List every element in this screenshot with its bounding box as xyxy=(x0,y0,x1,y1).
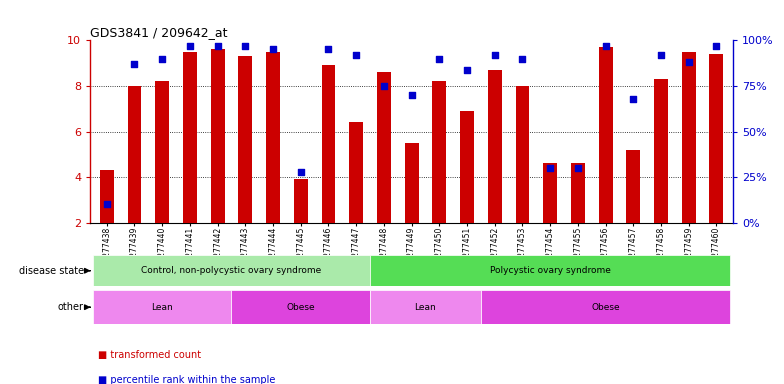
Point xyxy=(378,83,390,89)
Bar xyxy=(266,52,280,223)
Point xyxy=(627,96,640,102)
Point xyxy=(156,56,169,62)
Bar xyxy=(211,50,224,223)
Bar xyxy=(93,290,231,324)
Text: Obese: Obese xyxy=(591,303,620,312)
Bar xyxy=(710,54,724,223)
Text: other: other xyxy=(58,302,84,312)
Text: Polycystic ovary syndrome: Polycystic ovary syndrome xyxy=(490,266,611,275)
Text: ■ percentile rank within the sample: ■ percentile rank within the sample xyxy=(98,375,275,384)
Point xyxy=(516,56,528,62)
Bar xyxy=(93,255,370,286)
Point xyxy=(710,43,723,49)
Bar xyxy=(155,81,169,223)
Point xyxy=(655,52,667,58)
Point xyxy=(350,52,362,58)
Bar xyxy=(460,111,474,223)
Bar xyxy=(231,290,370,324)
Bar xyxy=(128,86,141,223)
Text: disease state: disease state xyxy=(19,266,84,276)
Point xyxy=(405,92,418,98)
Bar xyxy=(370,255,730,286)
Text: Lean: Lean xyxy=(151,303,173,312)
Bar xyxy=(654,79,668,223)
Point xyxy=(267,46,279,53)
Point xyxy=(100,201,113,207)
Text: Obese: Obese xyxy=(286,303,315,312)
Point xyxy=(544,165,557,171)
Bar xyxy=(321,65,336,223)
Bar xyxy=(100,170,114,223)
Text: Control, non-polycystic ovary syndrome: Control, non-polycystic ovary syndrome xyxy=(141,266,321,275)
Point xyxy=(212,43,224,49)
Bar xyxy=(377,72,390,223)
Point xyxy=(488,52,501,58)
Point xyxy=(682,59,695,65)
Bar xyxy=(599,47,612,223)
Bar xyxy=(349,122,363,223)
Point xyxy=(239,43,252,49)
Bar xyxy=(238,56,252,223)
Bar xyxy=(405,143,419,223)
Point xyxy=(461,66,474,73)
Bar xyxy=(183,52,197,223)
Bar xyxy=(370,290,481,324)
Bar xyxy=(543,164,557,223)
Point xyxy=(572,165,584,171)
Point xyxy=(183,43,196,49)
Text: GDS3841 / 209642_at: GDS3841 / 209642_at xyxy=(90,26,227,39)
Bar xyxy=(433,81,446,223)
Bar xyxy=(481,290,730,324)
Bar xyxy=(626,150,641,223)
Point xyxy=(599,43,612,49)
Bar xyxy=(571,164,585,223)
Point xyxy=(295,169,307,175)
Bar xyxy=(294,179,307,223)
Text: Lean: Lean xyxy=(415,303,437,312)
Bar xyxy=(682,52,695,223)
Bar xyxy=(488,70,502,223)
Point xyxy=(322,46,335,53)
Point xyxy=(129,61,141,67)
Bar xyxy=(516,86,529,223)
Text: ■ transformed count: ■ transformed count xyxy=(98,350,201,360)
Point xyxy=(433,56,445,62)
